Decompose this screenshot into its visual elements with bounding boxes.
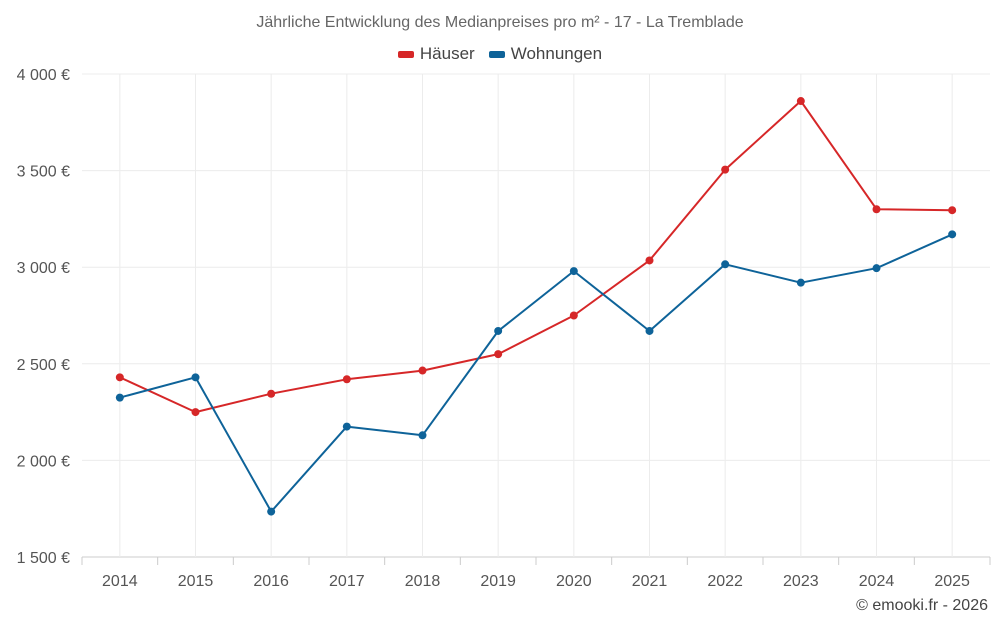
data-point[interactable]	[948, 206, 957, 215]
data-point[interactable]	[645, 326, 654, 335]
legend-label-haeuser: Häuser	[419, 44, 475, 63]
data-point[interactable]	[267, 507, 276, 516]
data-point[interactable]	[342, 422, 351, 431]
y-tick-label: 4 000 €	[17, 67, 70, 84]
data-point[interactable]	[267, 389, 276, 398]
data-point[interactable]	[342, 375, 351, 384]
x-tick-label: 2019	[480, 573, 516, 590]
y-tick-label: 2 000 €	[17, 453, 70, 470]
y-tick-label: 3 500 €	[17, 164, 70, 181]
data-point[interactable]	[721, 260, 730, 269]
legend: Häuser Wohnungen	[0, 44, 1000, 64]
x-tick-label: 2016	[253, 573, 289, 590]
data-point[interactable]	[948, 230, 957, 239]
y-tick-label: 2 500 €	[17, 357, 70, 374]
x-tick-label: 2014	[102, 573, 138, 590]
x-tick-label: 2017	[329, 573, 365, 590]
data-point[interactable]	[191, 408, 200, 417]
legend-label-wohnungen: Wohnungen	[510, 44, 603, 63]
data-point[interactable]	[494, 350, 503, 359]
y-tick-label: 3 000 €	[17, 260, 70, 277]
x-tick-label: 2021	[632, 573, 668, 590]
data-point[interactable]	[115, 373, 124, 382]
legend-item-haeuser[interactable]: Häuser	[397, 44, 475, 64]
data-point[interactable]	[721, 165, 730, 174]
data-point[interactable]	[191, 373, 200, 382]
data-point[interactable]	[872, 205, 881, 214]
legend-swatch-wohnungen	[488, 50, 505, 58]
data-point[interactable]	[569, 267, 578, 276]
chart-title: Jährliche Entwicklung des Medianpreises …	[256, 14, 744, 31]
x-tick-label: 2024	[859, 573, 895, 590]
series-line-haeuser	[119, 100, 953, 414]
data-point[interactable]	[115, 393, 124, 402]
data-point[interactable]	[796, 278, 805, 287]
data-point[interactable]	[418, 366, 427, 375]
x-tick-label: 2025	[934, 573, 970, 590]
data-point[interactable]	[569, 311, 578, 320]
legend-swatch-haeuser	[397, 50, 414, 58]
x-tick-label: 2018	[405, 573, 441, 590]
x-tick-label: 2023	[783, 573, 819, 590]
x-tick-label: 2020	[556, 573, 592, 590]
data-point[interactable]	[645, 256, 654, 265]
data-point[interactable]	[796, 97, 805, 106]
credit-text: © emooki.fr - 2026	[856, 597, 988, 614]
data-point[interactable]	[418, 431, 427, 440]
data-point[interactable]	[872, 264, 881, 273]
y-tick-label: 1 500 €	[17, 550, 70, 567]
x-tick-label: 2015	[178, 573, 214, 590]
data-point[interactable]	[494, 326, 503, 335]
series-line-wohnungen	[119, 233, 953, 513]
x-tick-label: 2022	[707, 573, 743, 590]
legend-item-wohnungen[interactable]: Wohnungen	[488, 44, 603, 64]
